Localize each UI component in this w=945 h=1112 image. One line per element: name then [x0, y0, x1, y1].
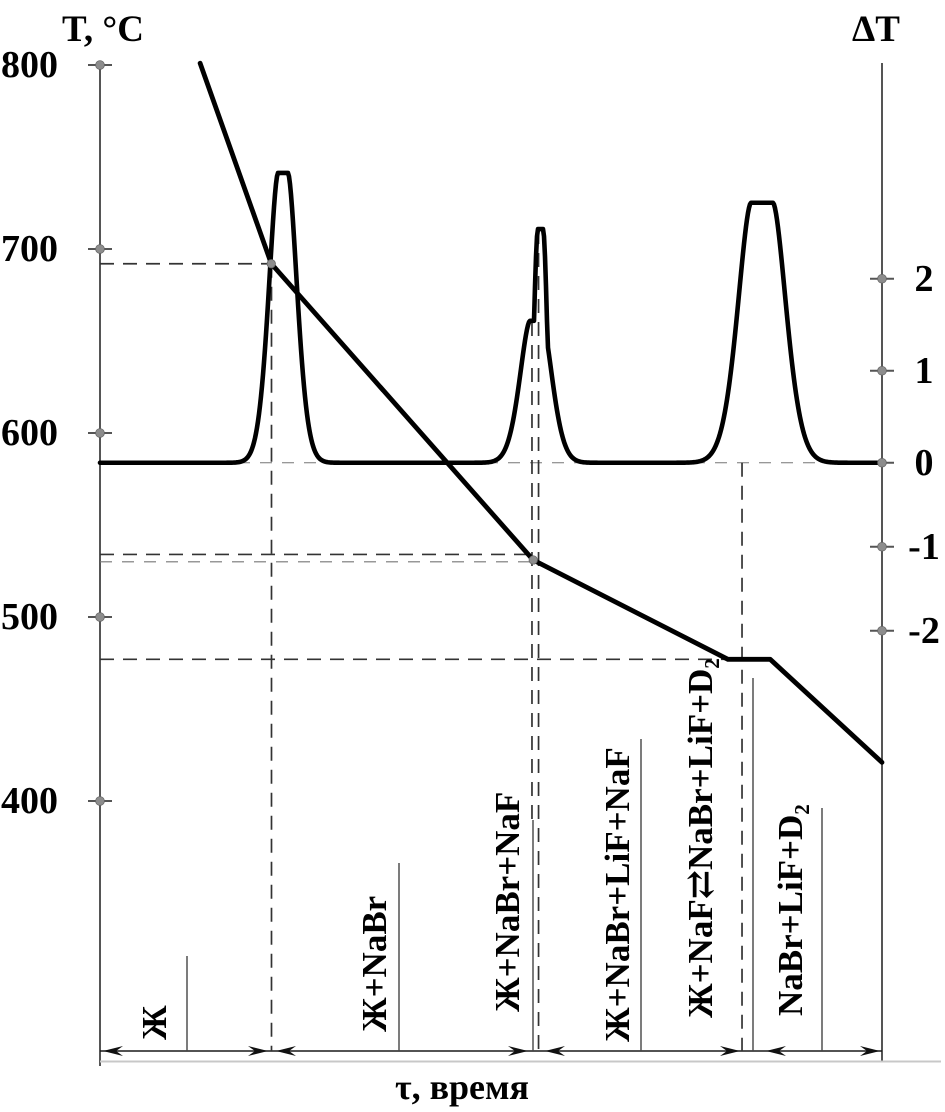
arrowhead-right — [248, 1046, 268, 1056]
right-tick-0: 0 — [914, 442, 934, 484]
dashed-guides — [100, 230, 838, 1051]
left-tick-dot — [95, 796, 105, 806]
dta-curve-path — [97, 170, 885, 466]
right-tick-dot — [877, 625, 887, 636]
tick-markers — [95, 60, 887, 806]
region-label-nabr-lif-d2: NaBr+LiF+D₂ — [771, 804, 810, 1016]
left-tick-400: 400 — [1, 780, 58, 822]
left-axis-title: T, °C — [62, 9, 144, 50]
curve-bend-dot — [266, 259, 276, 269]
left-tick-dot — [95, 428, 105, 438]
arrowhead-left — [545, 1046, 565, 1056]
left-tick-500: 500 — [1, 596, 58, 638]
right-tick-m1: -1 — [908, 526, 940, 568]
right-tick-dot — [877, 541, 887, 552]
region-label-zh-nabr-lif-naf: Ж+NaBr+LiF+NaF — [598, 747, 637, 1042]
curve-bend-dot — [528, 555, 538, 565]
dta-curve — [97, 170, 885, 466]
right-tick-dot — [877, 273, 887, 284]
right-tick-1: 1 — [914, 350, 934, 392]
region-label-zh-nabr-naf: Ж+NaBr+NaF — [488, 791, 527, 1012]
x-axis-label: τ, время — [394, 1067, 530, 1107]
left-tick-dot — [95, 60, 105, 70]
cooling-curve-path — [197, 60, 885, 765]
left-tick-800: 800 — [1, 44, 58, 86]
arrowhead-left — [103, 1046, 123, 1056]
arrowhead-left — [276, 1046, 296, 1056]
region-label-zh: Ж — [135, 1005, 174, 1040]
right-tick-m2: -2 — [908, 610, 940, 652]
arrowhead-right — [720, 1046, 740, 1056]
left-tick-dot — [95, 612, 105, 622]
cooling-curve — [197, 60, 885, 765]
left-tick-700: 700 — [1, 228, 58, 270]
right-tick-2: 2 — [914, 258, 934, 300]
left-tick-600: 600 — [1, 412, 58, 454]
right-tick-dot — [877, 365, 887, 376]
arrowhead-right — [508, 1046, 528, 1056]
region-label-zh-nabr: Ж+NaBr — [355, 895, 394, 1032]
arrowhead-right — [860, 1046, 880, 1056]
leader-lines — [186, 678, 823, 1051]
right-axis-title: ΔT — [852, 9, 900, 50]
right-tick-dot — [877, 457, 887, 468]
dimension-arrows — [103, 1046, 880, 1056]
arrowhead-left — [766, 1046, 786, 1056]
region-label-peritectic: Ж+NaF⇄NaBr+LiF+D₂ — [681, 658, 720, 1018]
left-tick-dot — [95, 244, 105, 254]
